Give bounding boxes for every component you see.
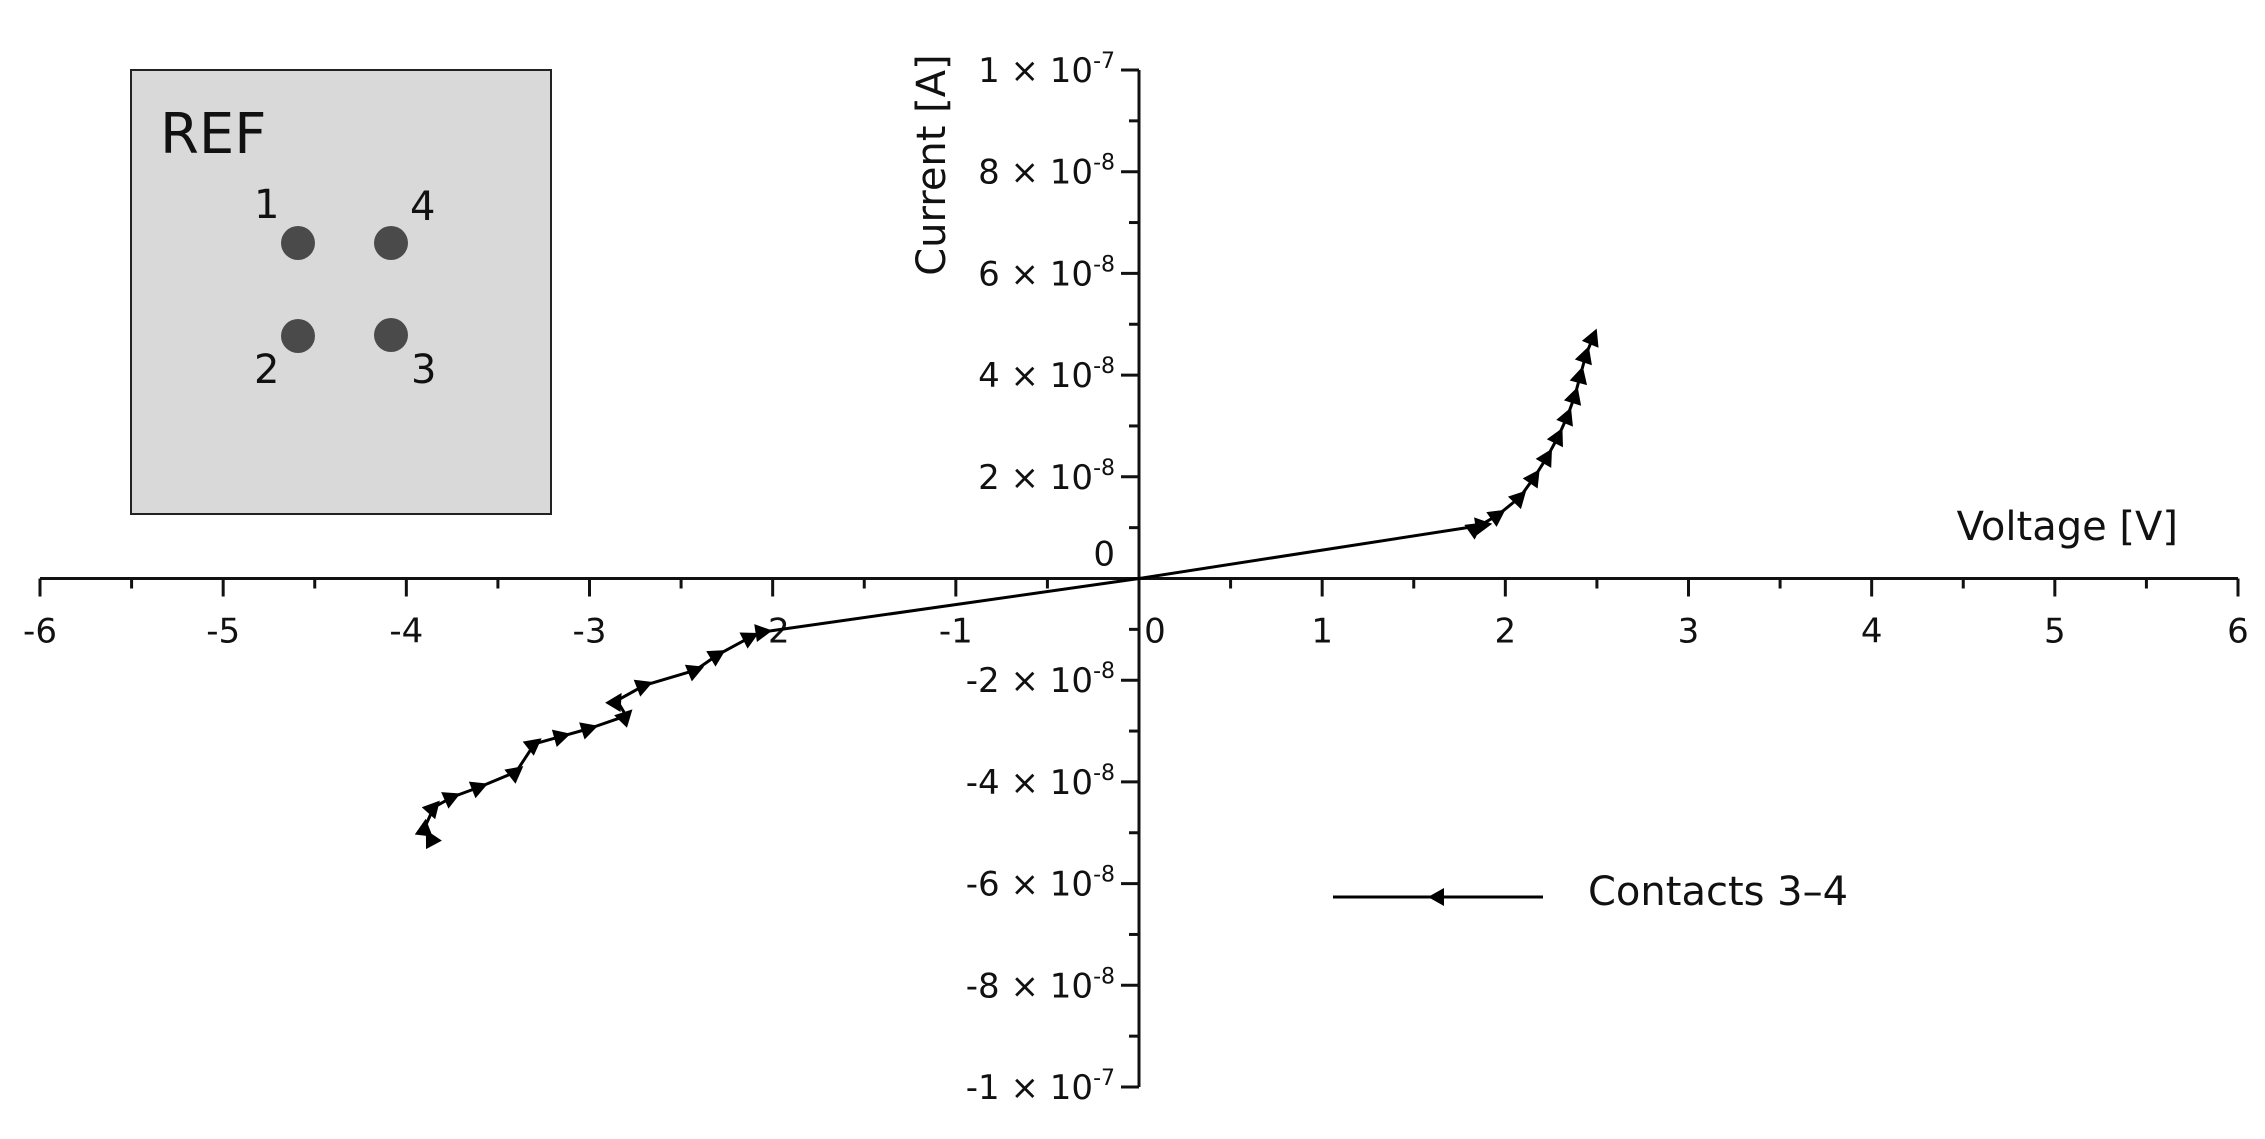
- data-point: [425, 829, 442, 850]
- ref-inset: REF 1 4 2 3: [130, 69, 552, 515]
- contact-dot-4: [374, 226, 408, 260]
- y-axis-label: Current [A]: [909, 54, 955, 276]
- data-point: [1522, 469, 1540, 489]
- x-ticks: -6 -5 -4 -3 -2 -1 0 1 2 3 4 5 6: [23, 578, 2249, 652]
- y-tick-label: 8 × 10-8: [978, 151, 1115, 193]
- data-point: [605, 692, 622, 713]
- y-tick-label: 4 × 10-8: [978, 354, 1115, 396]
- y-ticks: 1 × 10-7 8 × 10-8 6 × 10-8 4 × 10-8 2 × 10-8…: [966, 49, 1139, 1108]
- x-tick-label: 3: [1678, 612, 1700, 652]
- x-tick-label: 4: [1861, 612, 1883, 652]
- data-point: [1569, 366, 1588, 386]
- contact-dot-2: [281, 319, 315, 353]
- y-tick-label: -4 × 10-8: [966, 761, 1115, 803]
- contact-label-3: 3: [411, 347, 436, 393]
- data-point: [421, 800, 440, 820]
- x-tick-label: 5: [2044, 612, 2066, 652]
- data-point: [739, 632, 759, 649]
- data-point: [1535, 448, 1553, 468]
- axes: -6 -5 -4 -3 -2 -1 0 1 2 3 4 5 6 1 × 10-78 × 10-86 × …: [23, 49, 2249, 1108]
- inset-panel: [130, 69, 552, 515]
- y-tick-label: -1 × 10-7: [966, 1066, 1115, 1108]
- x-tick-label: 1: [1311, 612, 1333, 652]
- data-point: [684, 664, 705, 682]
- data-point: [1556, 407, 1573, 427]
- x-axis-label: Voltage [V]: [1957, 504, 2178, 550]
- y-tick-label: -2 × 10-8: [966, 659, 1115, 701]
- data-point: [1486, 509, 1506, 527]
- data-point: [504, 766, 524, 784]
- y-tick-label: 2 × 10-8: [978, 456, 1115, 498]
- contact-dot-1: [281, 226, 315, 260]
- data-point: [1581, 328, 1599, 348]
- y-tick-label: -8 × 10-8: [966, 964, 1115, 1006]
- x-tick-label: -4: [389, 612, 423, 652]
- series-layer: [414, 328, 1599, 850]
- data-point: [551, 729, 571, 747]
- inset-title: REF: [160, 102, 267, 167]
- data-point: [1563, 386, 1582, 406]
- data-point: [1574, 346, 1592, 366]
- y-tick-label: -6 × 10-8: [966, 863, 1115, 905]
- x-tick-label: -5: [206, 612, 240, 652]
- data-point: [522, 738, 542, 756]
- contact-label-2: 2: [254, 347, 279, 393]
- data-point: [1474, 517, 1493, 536]
- x-tick-label: -1: [939, 612, 973, 652]
- data-point: [468, 781, 488, 799]
- x-tick-label: 6: [2227, 612, 2249, 652]
- data-point: [754, 624, 773, 642]
- contact-label-4: 4: [410, 184, 435, 230]
- x-tick-label: 0: [1144, 612, 1166, 652]
- y-tick-label: 1 × 10-7: [978, 49, 1115, 91]
- data-point: [633, 679, 653, 697]
- x-tick-label: -6: [23, 612, 57, 652]
- contact-dot-3: [374, 318, 408, 352]
- x-tick-label: 2: [1495, 612, 1517, 652]
- y-tick-label: 0: [1093, 535, 1115, 575]
- data-point: [441, 792, 461, 809]
- contact-label-1: 1: [254, 182, 279, 228]
- y-tick-label: 6 × 10-8: [978, 252, 1115, 294]
- data-point: [1507, 490, 1527, 510]
- legend-marker: [1428, 888, 1444, 906]
- legend: Contacts 3–4: [1333, 869, 1848, 915]
- x-tick-label: -3: [573, 612, 607, 652]
- legend-label: Contacts 3–4: [1588, 869, 1848, 915]
- data-point: [706, 650, 726, 667]
- data-point: [1546, 428, 1563, 448]
- data-point: [579, 722, 599, 740]
- data-point: [614, 709, 633, 728]
